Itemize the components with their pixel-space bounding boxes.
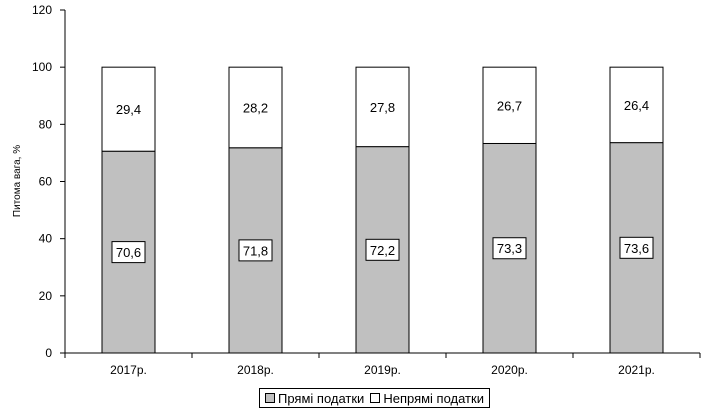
y-axis-label: Питома вага, % [12,145,23,217]
legend: Прямі податки Непрямі податки [259,388,490,408]
chart-marks: 70,6 29,4 71,8 28,2 72,2 27,8 73,3 26,7 73,6 26,4 [101,66,664,354]
data-label: 72,2 [370,243,395,258]
y-tick-label: 120 [32,3,52,17]
data-label: 29,4 [116,102,141,117]
data-label-box [365,238,400,261]
x-tick-label: 2017р. [110,363,147,377]
data-label-box [619,236,654,259]
bar-indirect-taxes [355,66,410,148]
x-tick-label: 2019р. [364,363,401,377]
y-axis-ticks: 0 20 40 60 80 100 120 [32,3,65,360]
bar-indirect-taxes [609,66,664,144]
data-label: 26,7 [497,98,522,113]
bar-indirect-taxes [101,66,156,152]
data-label: 27,8 [370,100,395,115]
y-tick-label: 20 [39,289,53,303]
data-label: 70,6 [116,245,141,260]
bar-indirect-taxes [228,66,283,149]
legend-item-direct: Прямі податки [265,391,364,406]
data-label: 28,2 [243,100,268,115]
y-tick-label: 40 [39,232,53,246]
x-tick-label: 2020р. [491,363,528,377]
y-tick-label: 0 [45,346,52,360]
x-tick-label: 2021р. [618,363,655,377]
legend-label-indirect: Непрямі податки [383,390,484,406]
data-label-box [238,239,273,262]
data-label: 73,3 [497,241,522,256]
y-tick-label: 60 [39,175,53,189]
data-label: 71,8 [243,243,268,258]
x-tick-label: 2018р. [237,363,274,377]
data-label-box [111,241,146,264]
data-label: 73,6 [624,241,649,256]
x-axis-ticks: 2017р. 2018р. 2019р. 2020р. 2021р. [64,353,701,377]
legend-swatch-direct [265,393,275,403]
bar-indirect-taxes [482,66,537,144]
legend-swatch-indirect [370,393,381,403]
data-label: 26,4 [624,98,649,113]
legend-label-direct: Прямі податки [278,390,365,406]
y-tick-label: 100 [32,60,52,74]
y-tick-label: 80 [39,117,53,131]
data-label-box [492,237,527,260]
legend-item-indirect: Непрямі податки [370,391,484,406]
